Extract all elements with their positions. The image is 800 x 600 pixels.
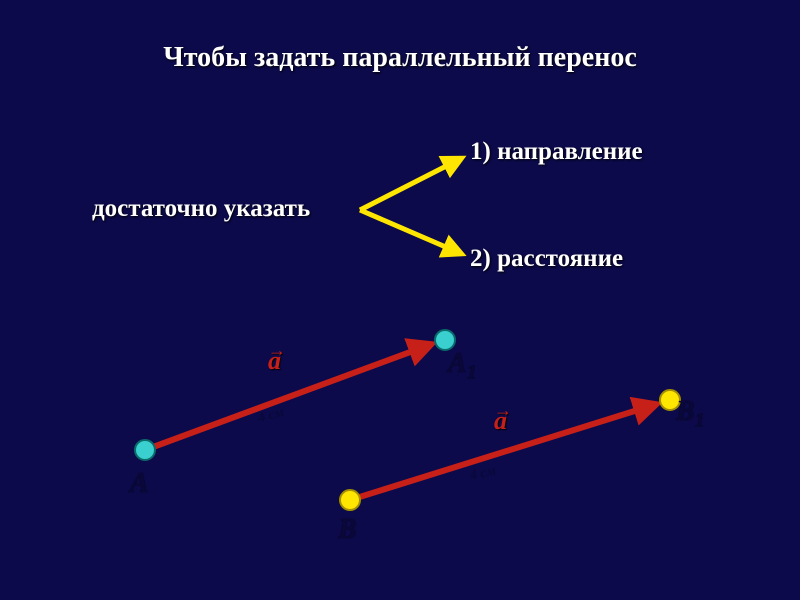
label-B: В (338, 514, 357, 546)
branch-arrow-1 (360, 158, 462, 210)
point-B (340, 490, 360, 510)
point-A (135, 440, 155, 460)
vector-a (145, 344, 432, 450)
diagram-canvas (0, 0, 800, 600)
vector-label-a1: →a (268, 346, 281, 376)
label-A: А (130, 468, 149, 500)
branch-arrow-2 (360, 210, 462, 254)
vector-label-a2: →a (494, 406, 507, 436)
label-B1: В1 (676, 396, 705, 433)
point-A1 (435, 330, 455, 350)
label-A1: А1 (448, 348, 477, 385)
